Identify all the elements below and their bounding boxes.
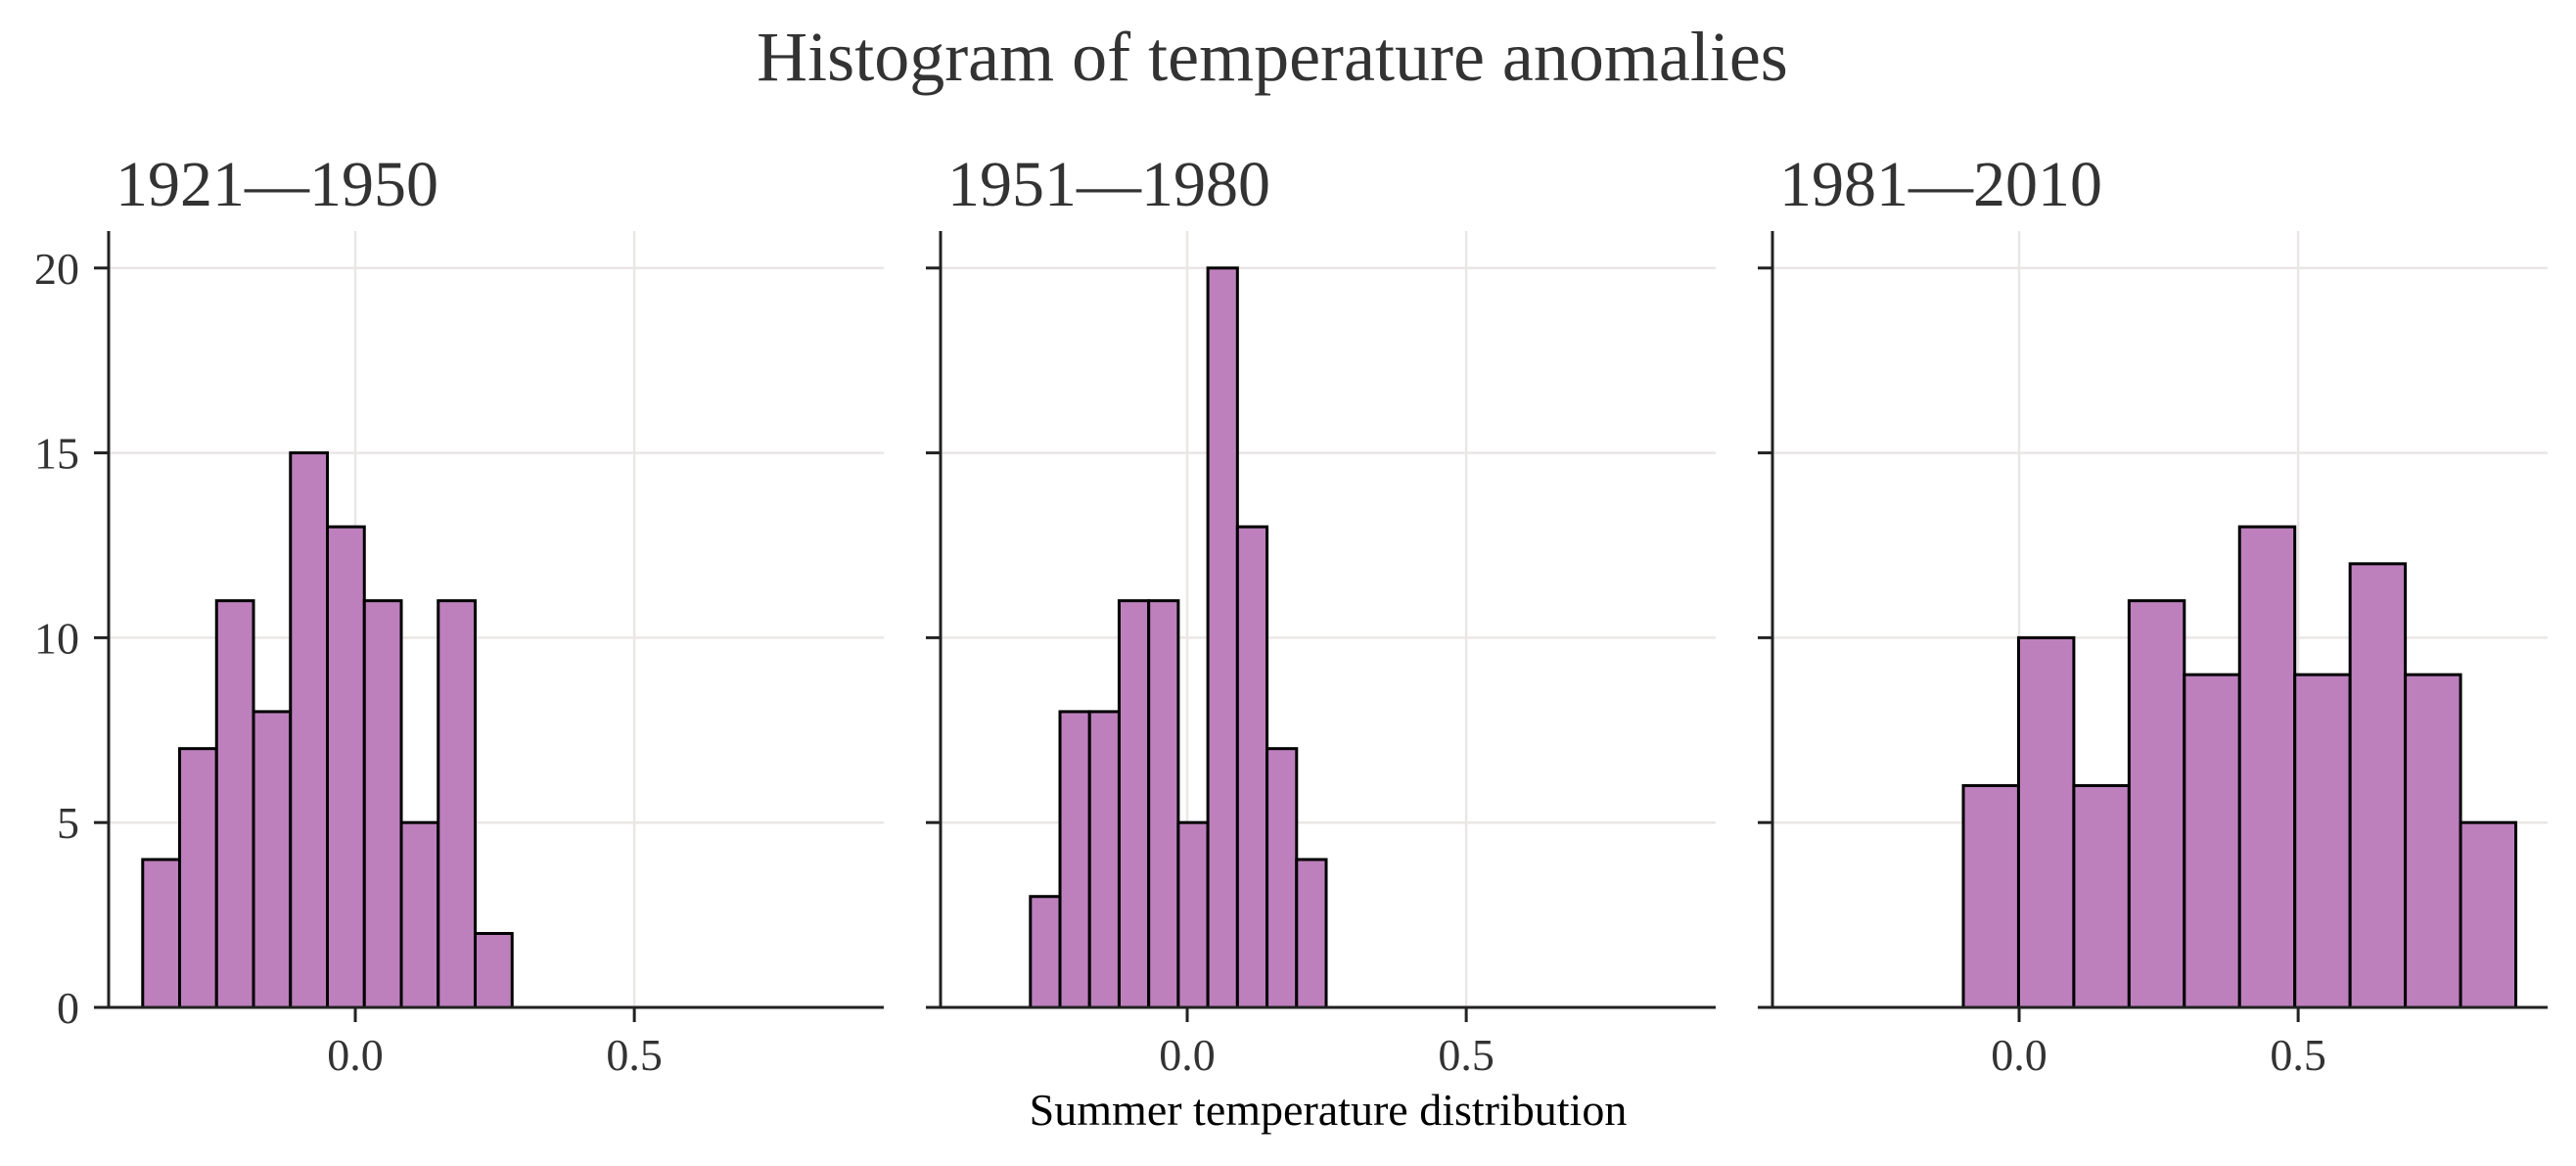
histogram-bar bbox=[252, 710, 293, 1009]
x-tick-label: 0.5 bbox=[2270, 1030, 2326, 1080]
histogram-bar bbox=[1961, 783, 2020, 1009]
panel-title: 1981—2010 bbox=[1779, 149, 2102, 220]
histogram-bar bbox=[326, 525, 366, 1009]
histogram-bar bbox=[1265, 747, 1299, 1009]
histogram-bar bbox=[1206, 266, 1239, 1009]
histogram-bar bbox=[1147, 599, 1180, 1009]
histogram-bar bbox=[2183, 673, 2241, 1009]
y-tick-label: 20 bbox=[34, 244, 79, 294]
histogram-bar bbox=[1117, 599, 1151, 1009]
y-tick-label: 10 bbox=[34, 613, 79, 663]
histogram-bar bbox=[474, 931, 514, 1009]
histogram-bar bbox=[2459, 820, 2517, 1009]
histogram-bar bbox=[214, 599, 255, 1009]
x-tick-label: 0.0 bbox=[1991, 1030, 2047, 1080]
panel-2: 0.0 0.5 1951—1980 bbox=[926, 149, 1716, 1080]
histogram-bar bbox=[289, 451, 330, 1009]
panel-title: 1921—1950 bbox=[115, 149, 438, 220]
histogram-bar bbox=[2072, 783, 2131, 1009]
histogram-bar bbox=[437, 599, 478, 1009]
histogram-bar bbox=[1029, 895, 1062, 1009]
x-tick-label: 0.5 bbox=[606, 1030, 663, 1080]
histogram-bar bbox=[399, 820, 440, 1009]
y-tick-label: 5 bbox=[57, 798, 79, 848]
histogram-bar bbox=[2404, 673, 2462, 1009]
histogram-bar bbox=[2237, 525, 2297, 1009]
y-tick-label: 0 bbox=[57, 983, 79, 1033]
histogram-bar bbox=[1176, 820, 1210, 1009]
x-axis-label: Summer temperature distribution bbox=[1030, 1085, 1628, 1135]
panel-3: 0.0 0.5 1981—2010 bbox=[1758, 149, 2548, 1080]
x-tick-label: 0.5 bbox=[1438, 1030, 1495, 1080]
y-tick-label: 15 bbox=[34, 429, 79, 479]
histogram-bar bbox=[1235, 525, 1269, 1009]
histogram-bar bbox=[178, 747, 218, 1009]
panel-1: 0 5 10 15 20 0.0 0.5 1921—1950 bbox=[34, 149, 884, 1080]
panel-title: 1951—1980 bbox=[947, 149, 1270, 220]
histogram-bar bbox=[2127, 599, 2186, 1009]
histogram-bar bbox=[1087, 710, 1121, 1009]
x-tick-label: 0.0 bbox=[1159, 1030, 1216, 1080]
histogram-bar bbox=[2348, 562, 2408, 1009]
histogram-bar bbox=[141, 858, 182, 1009]
histogram-bar bbox=[1295, 858, 1328, 1009]
x-tick-label: 0.0 bbox=[327, 1030, 384, 1080]
histogram-bar bbox=[362, 599, 403, 1009]
histogram-bar bbox=[1058, 710, 1091, 1009]
figure-title: Histogram of temperature anomalies bbox=[757, 18, 1788, 96]
histogram-bar bbox=[2016, 635, 2076, 1009]
histogram-bar bbox=[2293, 673, 2352, 1009]
